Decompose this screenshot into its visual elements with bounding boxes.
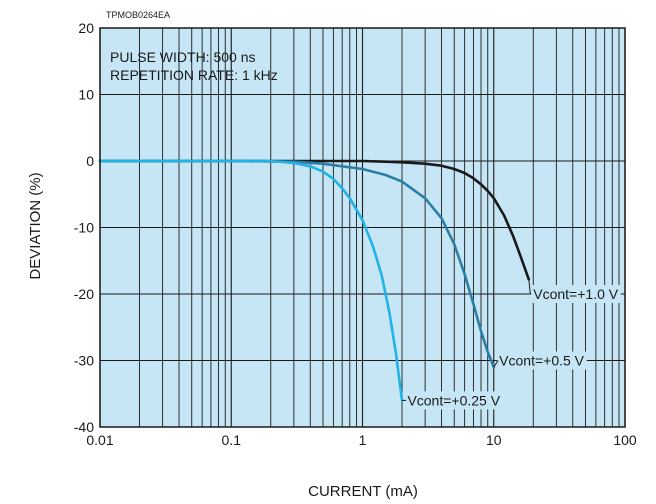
series-line-vcont-0-25 [98,159,404,402]
series-label-backing [531,285,621,303]
x-tick-label: 1 [359,432,367,448]
x-tick-label: 0.1 [222,432,242,448]
y-tick-label: -30 [74,353,94,369]
figure-code: TPMOB0264EA [106,10,170,20]
x-tick-label: 100 [613,432,637,448]
series-label-backing [497,351,587,370]
x-axis-title: CURRENT (mA) [308,483,418,500]
y-tick-label: 10 [78,87,94,103]
annotation-pulse-width: PULSE WIDTH: 500 ns [110,49,256,65]
y-tick-label: -20 [74,286,94,302]
x-tick-label: 0.01 [86,432,113,448]
y-tick-label: 20 [78,20,94,36]
plot-frame [99,27,626,428]
x-tick-label: 10 [486,432,502,448]
series-label-vcont-1-0: Vcont=+1.0 V [533,286,619,302]
series-label-leader [493,360,499,368]
y-axis-title: DEVIATION (%) [27,172,44,279]
series-layer [98,159,531,402]
series-labels: Vcont=+1.0 V Vcont=+0.5 V Vcont=+0.25 V [402,279,621,410]
y-tick-label: -10 [74,220,94,236]
y-tick-label: 0 [86,153,94,169]
y-tick-labels: 20 10 0 -10 -20 -30 -40 [74,20,94,435]
series-label-vcont-0-5: Vcont=+0.5 V [499,353,585,369]
series-label-vcont-0-25: Vcont=+0.25 V [407,392,500,408]
series-line-vcont-1-0 [98,159,531,281]
series-label-leader [528,279,531,295]
series-label-backing [405,391,503,410]
x-tick-labels: 0.01 0.1 1 10 100 [86,432,637,448]
y-tick-label: -40 [74,419,94,435]
annotation-repetition-rate: REPETITION RATE: 1 kHz [110,67,278,83]
series-line-vcont-0-5 [98,159,496,369]
